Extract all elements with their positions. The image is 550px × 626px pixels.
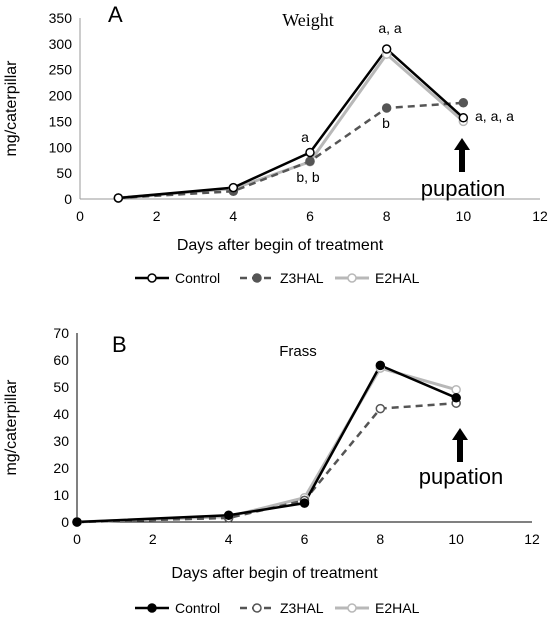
pupation-arrow-shaft	[457, 438, 463, 462]
data-point-control	[113, 193, 124, 203]
y-tick-label: 0	[61, 514, 69, 530]
pupation-arrow-head	[454, 138, 470, 150]
x-tick-label: 6	[301, 531, 309, 547]
y-tick-label: 20	[53, 460, 69, 476]
x-tick-label: 8	[376, 531, 384, 547]
y-tick-label: 30	[53, 433, 69, 449]
legend-marker-e2hal	[347, 603, 357, 613]
y-axis-label: mg/caterpillar	[3, 379, 20, 476]
significance-label: b	[382, 115, 390, 131]
series-line-z3hal	[118, 101, 464, 200]
legend-label-z3hal: Z3HAL	[280, 270, 324, 286]
x-tick-label: 0	[73, 531, 81, 547]
panel-label: B	[112, 332, 127, 357]
data-point-z3hal	[305, 156, 315, 166]
chart-title: Weight	[282, 10, 334, 30]
data-point-z3hal	[458, 98, 469, 108]
data-point-e2hal	[451, 384, 461, 395]
x-tick-label: 6	[306, 208, 314, 224]
pupation-label: pupation	[421, 176, 505, 201]
legend-marker-z3hal	[252, 603, 262, 613]
panel-label: A	[108, 2, 123, 27]
series-line-control	[76, 364, 457, 524]
data-point-control	[451, 393, 461, 403]
data-point-control	[305, 147, 315, 158]
legend-label-control: Control	[175, 600, 220, 616]
chart-panel-a: 0 50 100 150 200 250 300 350 0 2 4 6 8 10 12 Days after…	[3, 2, 548, 286]
x-tick-label: 12	[524, 531, 540, 547]
series-line-z3hal	[76, 401, 457, 524]
chart-title: Frass	[279, 343, 317, 360]
significance-label: a	[301, 129, 309, 145]
x-axis-label: Days after begin of treatment	[171, 565, 378, 582]
legend-label-control: Control	[175, 270, 220, 286]
x-tick-label: 12	[532, 208, 548, 224]
x-tick-label: 10	[456, 208, 472, 224]
data-point-control	[381, 44, 392, 54]
significance-label: a, a	[378, 20, 402, 36]
x-tick-label: 2	[153, 208, 161, 224]
data-point-control	[458, 113, 469, 123]
x-tick-label: 8	[383, 208, 391, 224]
y-tick-label: 70	[53, 325, 69, 341]
y-tick-label: 250	[49, 62, 73, 78]
pupation-label: pupation	[419, 464, 503, 489]
y-tick-label: 60	[53, 352, 69, 368]
y-tick-label: 50	[56, 165, 72, 181]
chart-panel-b: 0 10 20 30 40 50 60 70 0 2 4 6 8 10 12 Days after begin…	[3, 325, 540, 616]
pupation-arrow-shaft	[459, 148, 465, 172]
x-axis-label: Days after begin of treatment	[177, 237, 384, 254]
y-tick-label: 300	[49, 36, 73, 52]
data-point-control	[223, 510, 234, 520]
series-line-e2hal	[76, 366, 457, 524]
y-axis-label: mg/caterpillar	[3, 60, 20, 157]
y-tick-label: 150	[49, 113, 73, 129]
legend-label-e2hal: E2HAL	[375, 270, 420, 286]
data-point-control	[299, 498, 310, 508]
significance-label: b, b	[296, 169, 320, 185]
y-tick-label: 0	[64, 191, 72, 207]
series-line-control	[118, 47, 465, 200]
data-point-z3hal	[381, 103, 392, 113]
x-tick-label: 10	[448, 531, 464, 547]
y-tick-label: 10	[53, 487, 69, 503]
x-tick-label: 4	[229, 208, 237, 224]
legend-label-z3hal: Z3HAL	[280, 600, 324, 616]
legend-marker-e2hal	[347, 273, 357, 283]
data-point-control	[72, 517, 82, 527]
y-tick-label: 200	[49, 88, 73, 104]
legend-marker-control	[147, 273, 157, 283]
legend-label-e2hal: E2HAL	[375, 600, 420, 616]
y-tick-label: 40	[53, 406, 69, 422]
series-line-e2hal	[118, 52, 465, 200]
y-tick-label: 50	[53, 379, 69, 395]
x-tick-label: 0	[76, 208, 84, 224]
data-point-control	[375, 360, 386, 371]
significance-label: a, a, a	[475, 108, 514, 124]
data-point-z3hal	[375, 403, 386, 414]
y-tick-label: 350	[49, 10, 73, 26]
data-point-control	[228, 182, 239, 193]
x-tick-label: 4	[225, 531, 233, 547]
legend-marker-z3hal	[252, 273, 262, 283]
pupation-arrow-head	[452, 428, 468, 440]
x-tick-label: 2	[149, 531, 157, 547]
y-tick-label: 100	[49, 139, 73, 155]
legend-marker-control	[147, 603, 157, 613]
